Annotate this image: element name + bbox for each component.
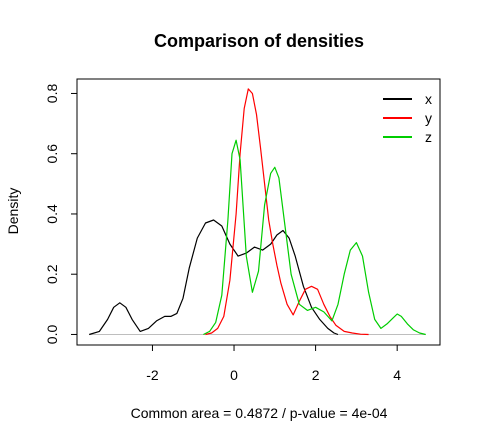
y-tick-label: 0.2 — [44, 264, 60, 284]
series-line-x — [89, 219, 339, 336]
series-group — [89, 88, 426, 336]
x-axis-label: Common area = 0.4872 / p-value = 4e-04 — [131, 405, 388, 421]
legend-label-z: z — [425, 129, 432, 145]
series-line-y — [205, 88, 369, 336]
x-tick-label: 4 — [393, 367, 401, 383]
legend-label-y: y — [425, 110, 432, 126]
y-tick-label: 0.8 — [44, 84, 60, 104]
x-tick-label: 0 — [230, 367, 238, 383]
series-line-z — [203, 139, 426, 336]
y-axis-label: Density — [5, 188, 21, 235]
x-tick-label: -2 — [146, 367, 159, 383]
y-tick-label: 0.0 — [44, 325, 60, 345]
legend-label-x: x — [425, 91, 432, 107]
y-axis: 0.0 0.2 0.4 0.6 0.8 — [44, 84, 77, 345]
plot-frame — [76, 78, 441, 346]
x-axis: -2 0 2 4 — [146, 345, 401, 383]
x-tick-label: 2 — [312, 367, 320, 383]
y-tick-label: 0.6 — [44, 144, 60, 164]
y-tick-label: 0.4 — [44, 204, 60, 224]
legend: xyz — [383, 91, 432, 145]
chart-title: Comparison of densities — [154, 31, 364, 51]
